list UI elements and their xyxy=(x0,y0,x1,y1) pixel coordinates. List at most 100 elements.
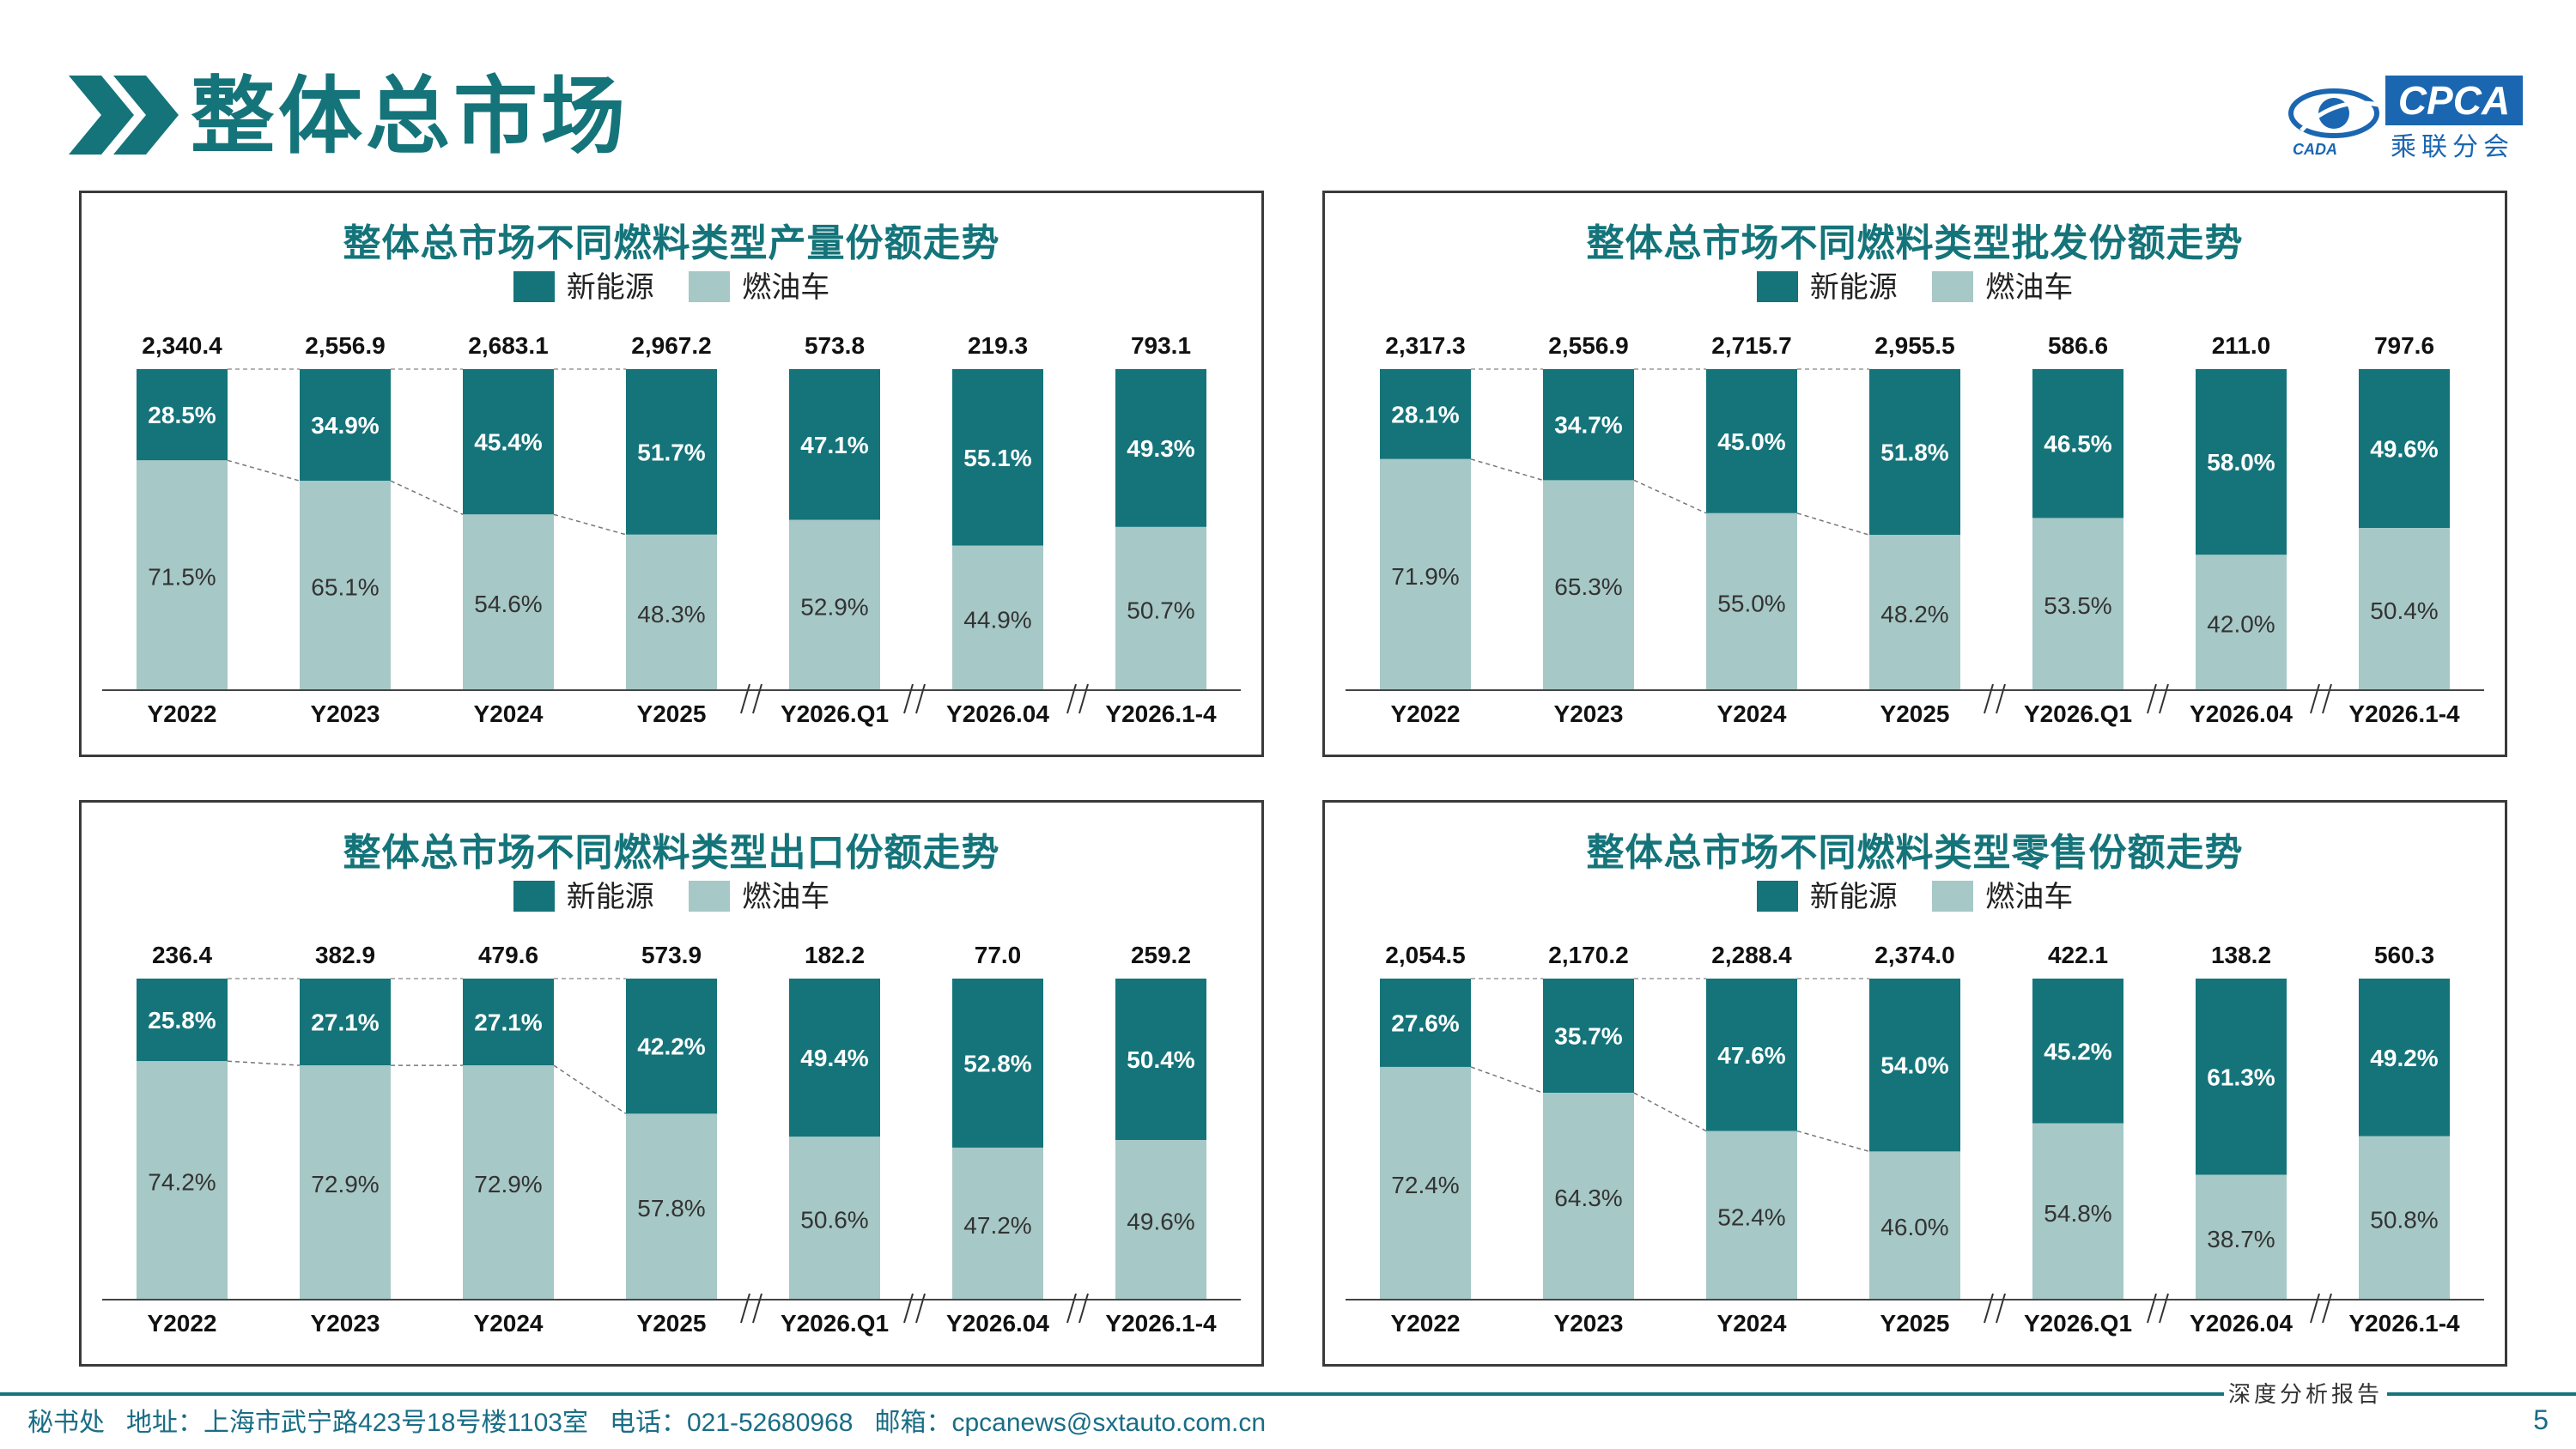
total-label: 422.1 xyxy=(2048,942,2108,968)
data-label-nev: 34.9% xyxy=(311,412,379,439)
data-label-ice: 65.1% xyxy=(311,574,379,601)
bar-nev xyxy=(137,369,228,461)
double-chevron-icon xyxy=(69,76,179,155)
legend-item-ice: 燃油车 xyxy=(689,269,829,306)
bar-ice xyxy=(2032,518,2123,689)
bar-ice xyxy=(137,1061,228,1299)
axis-break-mark xyxy=(2159,1293,2169,1324)
axis-break-mark xyxy=(1984,683,1994,714)
page-header: 整体总市场 CADA CPCA 乘联分会 xyxy=(0,0,2576,180)
x-tick-label: Y2022 xyxy=(148,700,217,727)
data-label-ice: 72.9% xyxy=(311,1171,379,1197)
bar-nev xyxy=(2032,979,2123,1124)
data-label-ice: 50.8% xyxy=(2370,1206,2438,1233)
logo-word: CPCA xyxy=(2385,76,2523,125)
data-label-ice: 54.6% xyxy=(474,591,542,617)
data-label-nev: 45.4% xyxy=(474,429,542,456)
bar-nev xyxy=(952,369,1043,546)
connector-split xyxy=(1796,512,1870,536)
data-label-ice: 53.5% xyxy=(2044,592,2111,619)
total-label: 382.9 xyxy=(315,942,375,968)
cada-logo-icon: CADA xyxy=(2288,88,2379,158)
bar-nev xyxy=(300,369,391,482)
axis-break-mark xyxy=(1078,683,1089,714)
chart-legend: 新能源 燃油车 xyxy=(1325,269,2505,310)
x-tick-label: Y2026.04 xyxy=(2190,700,2293,727)
bar-nev xyxy=(1706,369,1797,513)
data-label-ice: 57.8% xyxy=(637,1195,705,1222)
bar-ice xyxy=(789,519,880,689)
data-label-nev: 28.5% xyxy=(148,402,216,428)
footer-contact: 秘书处 地址：上海市武宁路423号18号楼1103室 电话：021-526809… xyxy=(27,1409,1267,1437)
bar-nev xyxy=(2359,979,2450,1137)
data-label-nev: 52.8% xyxy=(963,1050,1031,1076)
x-tick-label: Y2022 xyxy=(1391,700,1461,727)
total-label: 2,054.5 xyxy=(1385,942,1465,968)
legend-label-ice: 燃油车 xyxy=(742,271,830,304)
data-label-ice: 64.3% xyxy=(1554,1185,1622,1211)
x-tick-label: Y2025 xyxy=(637,1310,707,1337)
x-tick-label: Y2023 xyxy=(1554,700,1624,727)
connector-split xyxy=(227,459,301,482)
total-label: 797.6 xyxy=(2374,332,2434,359)
data-label-ice: 71.9% xyxy=(1391,563,1459,590)
total-label: 2,556.9 xyxy=(305,332,385,359)
data-label-nev: 51.7% xyxy=(637,439,705,465)
legend-label-nev: 新能源 xyxy=(1809,271,1898,304)
legend-item-ice: 燃油车 xyxy=(1932,269,2073,306)
stacked-bar-chart: 28.5% 71.5% 2,340.4 Y2022 34.9% 65.1% 2,556.9 Y… xyxy=(102,332,1241,727)
data-label-ice: 74.2% xyxy=(148,1169,216,1196)
bar-ice xyxy=(1115,526,1206,689)
bar-ice xyxy=(1869,535,1960,689)
data-label-ice: 50.6% xyxy=(800,1207,868,1234)
bar-nev xyxy=(1115,369,1206,527)
connector-split xyxy=(1470,1066,1544,1094)
data-label-ice: 44.9% xyxy=(963,606,1031,633)
logo-subtitle: 乘联分会 xyxy=(2391,133,2514,161)
data-label-nev: 45.2% xyxy=(2044,1038,2111,1064)
x-tick-label: Y2026.04 xyxy=(946,700,1049,727)
chart-title: 整体总市场不同燃料类型产量份额走势 xyxy=(343,222,1000,264)
footer-divider xyxy=(0,1392,2233,1396)
total-label: 259.2 xyxy=(1131,942,1191,968)
data-label-ice: 49.6% xyxy=(1127,1208,1194,1234)
x-tick-label: Y2026.04 xyxy=(946,1310,1049,1337)
legend-item-ice: 燃油车 xyxy=(1932,878,2073,916)
total-label: 2,288.4 xyxy=(1711,942,1792,968)
total-label: 2,170.2 xyxy=(1548,942,1628,968)
bar-ice xyxy=(1543,480,1634,689)
bar-ice xyxy=(300,1065,391,1299)
x-tick-label: Y2026.1-4 xyxy=(2348,700,2460,727)
bar-nev xyxy=(2196,979,2287,1175)
data-label-nev: 27.6% xyxy=(1391,1009,1459,1036)
total-label: 2,556.9 xyxy=(1548,332,1628,359)
bar-ice xyxy=(626,1113,717,1299)
stacked-bar-chart: 27.6% 72.4% 2,054.5 Y2022 35.7% 64.3% 2,170.2 Y… xyxy=(1346,942,2484,1337)
axis-break-mark xyxy=(1996,683,2006,714)
legend-label-nev: 新能源 xyxy=(1809,881,1898,913)
chart-title: 整体总市场不同燃料类型零售份额走势 xyxy=(1586,832,2244,874)
legend-item-nev: 新能源 xyxy=(513,878,654,916)
page-number: 5 xyxy=(2533,1404,2549,1435)
axis-break-mark xyxy=(2159,683,2169,714)
x-tick-label: Y2024 xyxy=(1717,700,1787,727)
legend-label-ice: 燃油车 xyxy=(742,881,830,913)
stacked-bar-chart: 25.8% 74.2% 236.4 Y2022 27.1% 72.9% 382.9 Y2023… xyxy=(102,942,1241,1337)
x-tick-label: Y2022 xyxy=(1391,1310,1461,1337)
bar-nev xyxy=(2359,369,2450,529)
x-tick-label: Y2026.1-4 xyxy=(1105,1310,1217,1337)
data-label-ice: 50.7% xyxy=(1127,597,1194,623)
legend-swatch-ice xyxy=(689,271,731,302)
chart-panel-wholesale: 整体总市场不同燃料类型批发份额走势 新能源 燃油车 28.1% 71.9% 2,31… xyxy=(1322,191,2507,757)
bar-nev xyxy=(626,979,717,1114)
axis-break-mark xyxy=(2147,683,2157,714)
connector-split xyxy=(553,1064,627,1115)
x-tick-label: Y2022 xyxy=(148,1310,217,1337)
data-label-nev: 27.1% xyxy=(311,1009,379,1036)
total-label: 219.3 xyxy=(968,332,1028,359)
bar-ice xyxy=(626,534,717,689)
data-label-nev: 25.8% xyxy=(148,1007,216,1034)
data-label-nev: 28.1% xyxy=(1391,401,1459,427)
x-tick-label: Y2024 xyxy=(474,1310,544,1337)
data-label-nev: 51.8% xyxy=(1880,440,1948,466)
